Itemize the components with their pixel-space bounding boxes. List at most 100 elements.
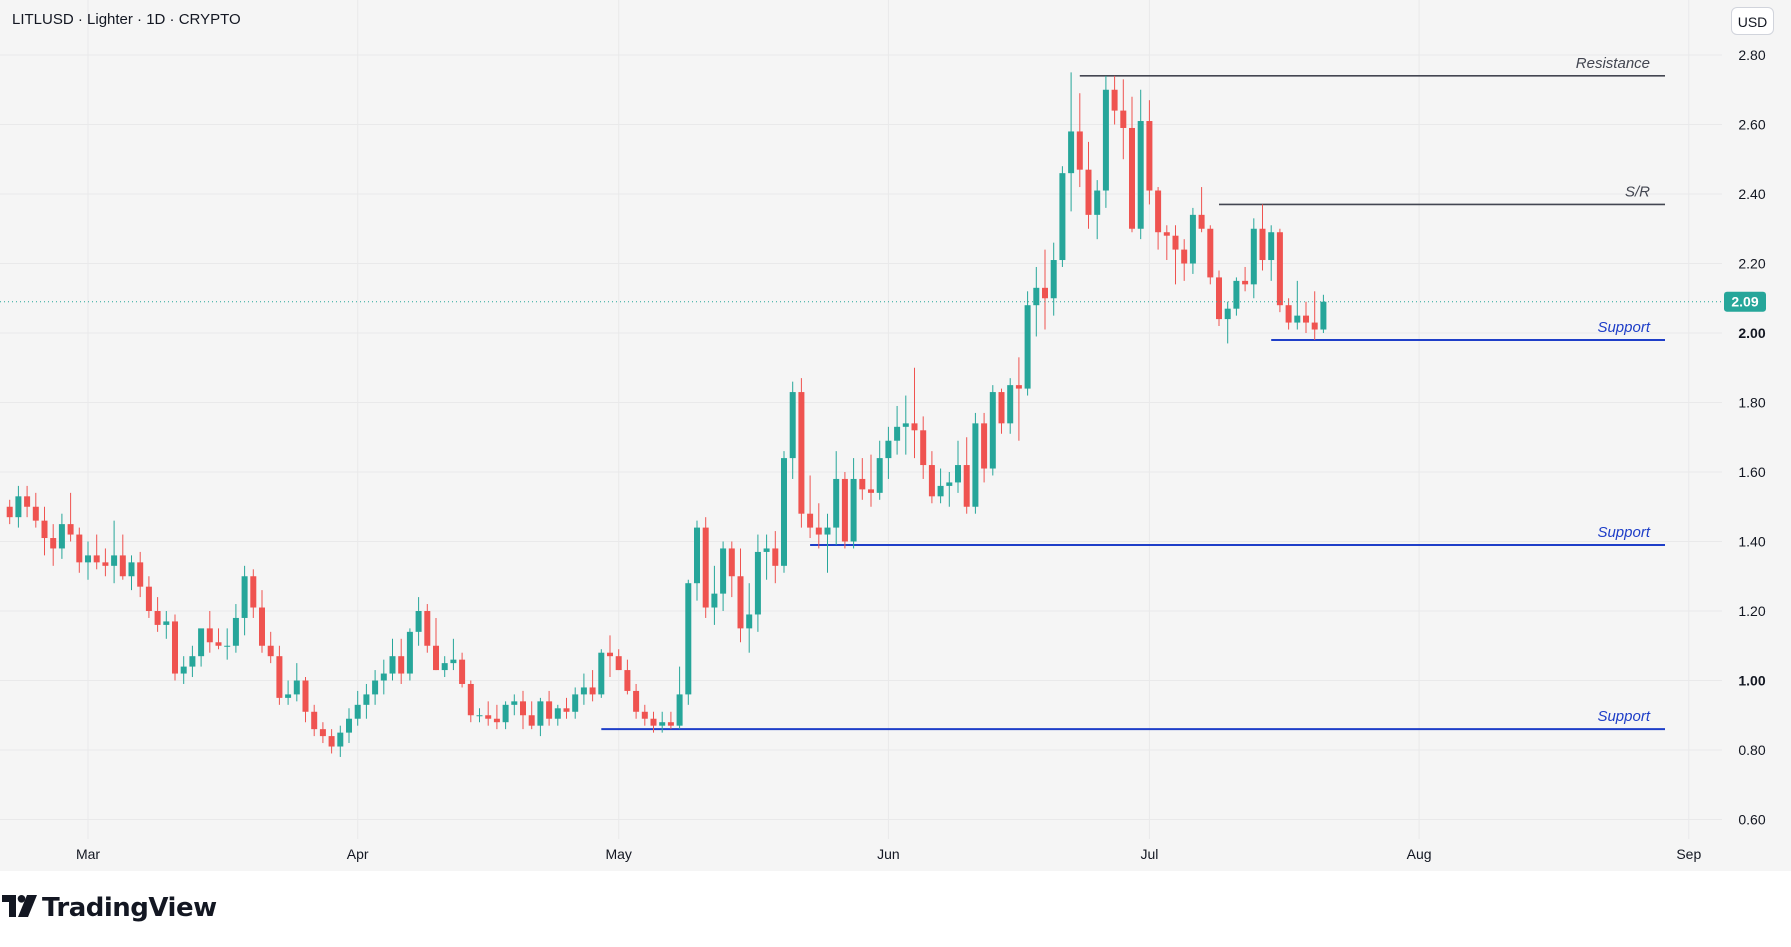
- candle-body: [85, 555, 91, 563]
- candle-body: [1268, 232, 1275, 261]
- candle-body: [1198, 214, 1205, 229]
- candle-body: [1120, 110, 1127, 128]
- y-tick-label: 1.00: [1738, 673, 1765, 689]
- candle-body: [1320, 301, 1327, 330]
- candle-body: [667, 722, 674, 726]
- candle-body: [1276, 232, 1283, 306]
- candle-body: [93, 555, 100, 563]
- candle-body: [902, 423, 909, 427]
- tradingview-branding[interactable]: TradingView: [2, 893, 217, 923]
- candle-body: [493, 718, 500, 723]
- candle-body: [676, 694, 683, 726]
- candle-body: [189, 656, 196, 667]
- candle-body: [1303, 315, 1309, 323]
- candle-body: [24, 496, 31, 507]
- candle-body: [433, 645, 439, 671]
- candle-body: [328, 736, 335, 747]
- x-axis: Mar Apr May Jun Jul Aug Sep: [76, 846, 1702, 862]
- candle-body: [311, 711, 318, 730]
- candle-body: [781, 458, 787, 566]
- candle-body: [1224, 308, 1231, 320]
- candle-body: [32, 506, 39, 521]
- candle-body: [833, 478, 840, 528]
- candle-body: [346, 718, 352, 733]
- candle-body: [415, 611, 422, 632]
- candle-body: [554, 708, 561, 719]
- candle-body: [215, 642, 222, 646]
- x-tick-label: Sep: [1676, 846, 1701, 862]
- y-tick-label: 0.80: [1738, 742, 1765, 758]
- candle-body: [763, 548, 770, 552]
- candle-body: [380, 673, 387, 681]
- candles: [6, 72, 1327, 757]
- candle-body: [1111, 89, 1118, 111]
- candle-body: [172, 621, 178, 674]
- last-price-text: 2.09: [1731, 294, 1758, 310]
- candle-body: [67, 524, 74, 535]
- x-tick-label: Aug: [1407, 846, 1432, 862]
- candle-body: [572, 694, 579, 712]
- candle-body: [737, 576, 744, 629]
- candle-body: [1102, 89, 1109, 191]
- tradingview-logo-icon: [2, 894, 38, 922]
- candle-body: [928, 465, 935, 497]
- level-label: Support: [1597, 524, 1650, 541]
- candle-body: [41, 520, 48, 539]
- candle-body: [6, 506, 13, 518]
- level-label: S/R: [1625, 183, 1650, 200]
- candle-body: [746, 614, 753, 629]
- candle-body: [1137, 121, 1144, 229]
- candle-body: [963, 465, 970, 507]
- candle-body: [1033, 287, 1040, 306]
- candle-body: [528, 715, 535, 726]
- candle-body: [989, 392, 996, 469]
- candle-body: [580, 687, 587, 695]
- y-tick-label: 2.00: [1738, 325, 1765, 341]
- candle-body: [789, 392, 796, 459]
- candle-body: [850, 478, 857, 542]
- candle-body: [1094, 190, 1101, 215]
- candle-body: [406, 631, 413, 674]
- candle-body: [815, 527, 822, 535]
- candle-body: [1259, 228, 1266, 261]
- candle-body: [520, 701, 526, 716]
- candle-body: [363, 694, 370, 705]
- candle-body: [154, 611, 161, 625]
- y-tick-label: 2.80: [1738, 47, 1765, 63]
- level-label: Resistance: [1576, 55, 1650, 72]
- candle-body: [119, 555, 126, 577]
- candle-body: [1294, 315, 1301, 323]
- candle-body: [946, 482, 953, 486]
- candle-body: [563, 708, 570, 712]
- candle-body: [589, 687, 596, 695]
- y-axis-background: [1722, 0, 1791, 871]
- candle-body: [1242, 280, 1249, 285]
- candle-body: [650, 718, 657, 726]
- y-axis: 2.80 2.60 2.40 2.20 2.00 1.80 1.60 1.40 1.20 1.00…: [1738, 47, 1765, 828]
- candle-body: [198, 628, 205, 657]
- y-tick-label: 2.60: [1738, 117, 1765, 133]
- support-resistance-levels: Resistance S/R Support Support Support: [601, 55, 1665, 731]
- candle-body: [1155, 190, 1162, 233]
- candle-body: [607, 652, 613, 657]
- candle-body: [1311, 322, 1318, 330]
- grid-lines: [0, 0, 1722, 839]
- candle-body: [1181, 249, 1188, 264]
- candle-body: [511, 701, 518, 705]
- candle-body: [1146, 121, 1153, 191]
- candle-body: [972, 423, 979, 507]
- currency-button[interactable]: USD: [1731, 7, 1774, 35]
- candle-body: [111, 555, 118, 566]
- candle-body: [467, 683, 474, 716]
- candle-body: [476, 715, 483, 717]
- candle-body: [981, 423, 988, 469]
- tradingview-wordmark: TradingView: [42, 893, 217, 923]
- candle-body: [1189, 214, 1196, 264]
- candle-body: [1007, 385, 1014, 424]
- candle-body: [624, 670, 631, 691]
- candle-body: [163, 621, 170, 625]
- candle-body: [1233, 280, 1240, 309]
- candle-body: [389, 656, 396, 674]
- candle-body: [754, 551, 761, 615]
